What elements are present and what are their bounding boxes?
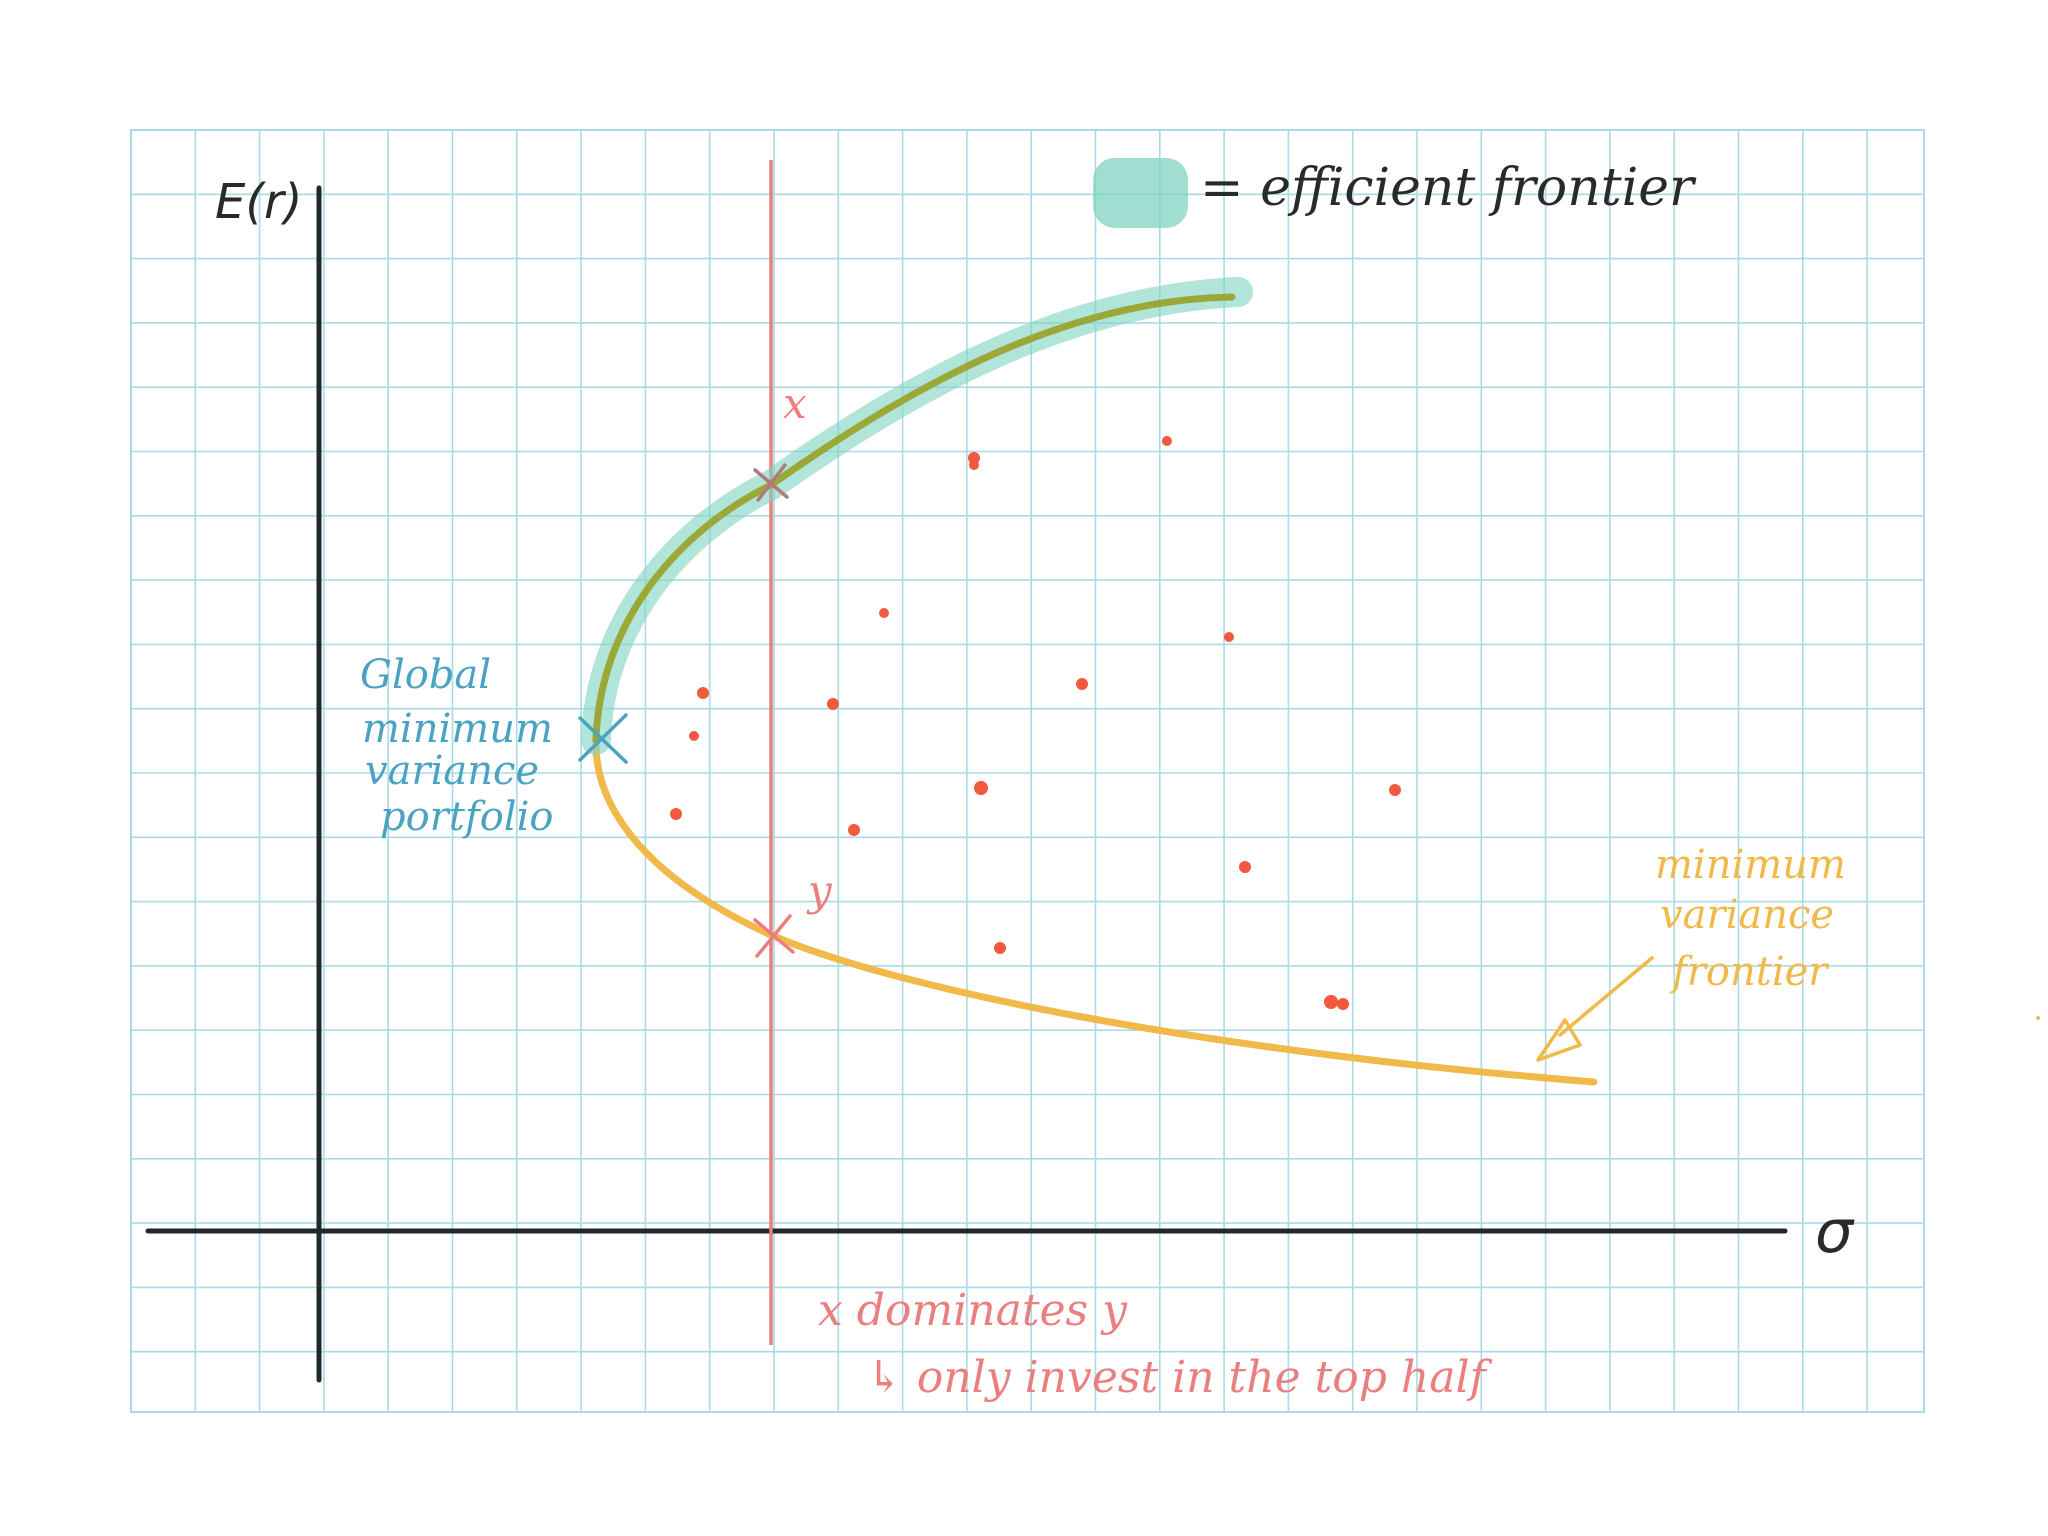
asset-dot bbox=[1324, 995, 1338, 1009]
mvf-label: minimum variance frontier bbox=[1655, 842, 1846, 995]
asset-dot bbox=[1337, 998, 1349, 1010]
asset-dot bbox=[1162, 436, 1172, 446]
asset-dot bbox=[697, 687, 709, 699]
asset-dot bbox=[879, 608, 889, 618]
gmv-label: Global minimum variance portfolio bbox=[360, 652, 553, 840]
asset-dot bbox=[1239, 861, 1251, 873]
efficient-frontier-legend-swatch bbox=[1093, 158, 1188, 228]
gmv-label-line-4: portfolio bbox=[380, 794, 553, 840]
asset-dot bbox=[969, 460, 979, 470]
x-axis-label: σ bbox=[1815, 1197, 1855, 1267]
point-y-marker bbox=[753, 914, 795, 958]
point-x-label: x bbox=[783, 379, 807, 428]
mvf-label-line-2: variance bbox=[1660, 892, 1834, 938]
gmv-label-line-3: variance bbox=[365, 748, 539, 794]
point-x-marker bbox=[753, 463, 789, 502]
efficient-frontier-legend-label: = efficient frontier bbox=[1200, 158, 1697, 218]
asset-dots bbox=[670, 436, 1401, 1010]
point-y-label: y bbox=[806, 866, 833, 915]
minimum-variance-frontier-curve bbox=[592, 736, 1598, 1086]
efficient-frontier-curve bbox=[592, 293, 1236, 744]
asset-dot bbox=[1389, 784, 1401, 796]
asset-dot bbox=[1224, 632, 1234, 642]
gmv-marker bbox=[578, 713, 628, 764]
asset-dot bbox=[848, 824, 860, 836]
gmv-label-line-1: Global bbox=[360, 652, 491, 698]
mvf-arrow bbox=[1536, 956, 1654, 1062]
mvf-label-line-3: frontier bbox=[1669, 949, 1830, 995]
dominance-note-line-2: ↳ only invest in the top half bbox=[866, 1352, 1493, 1403]
grid-paper bbox=[130, 129, 1925, 1413]
asset-dot bbox=[994, 942, 1006, 954]
stray-dot bbox=[2036, 1016, 2040, 1020]
asset-dot bbox=[689, 731, 699, 741]
y-axis-label: E(r) bbox=[215, 174, 303, 230]
dominance-note-line-1: x dominates y bbox=[818, 1285, 1128, 1336]
asset-dot bbox=[1076, 678, 1088, 690]
asset-dot bbox=[974, 781, 988, 795]
grid-border bbox=[130, 129, 1925, 1413]
asset-dot bbox=[827, 698, 839, 710]
gmv-label-line-2: minimum bbox=[362, 706, 553, 752]
asset-dot bbox=[670, 808, 682, 820]
mvf-label-line-1: minimum bbox=[1655, 842, 1846, 888]
